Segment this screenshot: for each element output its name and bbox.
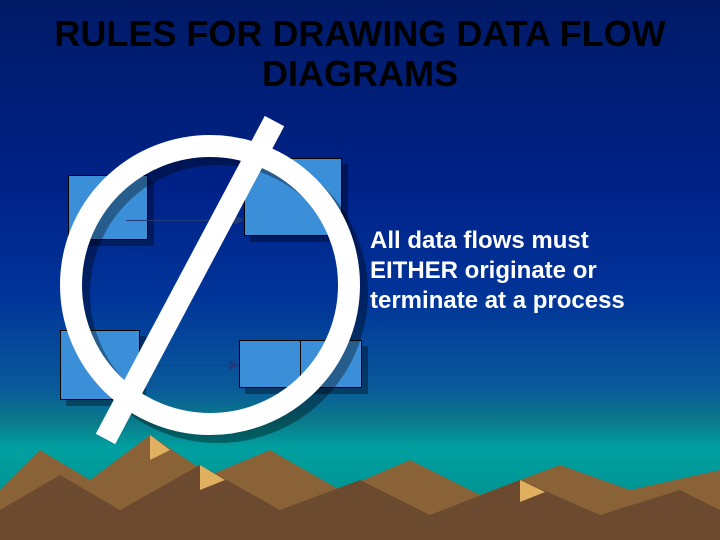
- mountain-decoration: [0, 380, 720, 540]
- page-title: RULES FOR DRAWING DATA FLOW DIAGRAMS: [0, 14, 720, 93]
- rule-text: All data flows must EITHER originate or …: [370, 226, 670, 316]
